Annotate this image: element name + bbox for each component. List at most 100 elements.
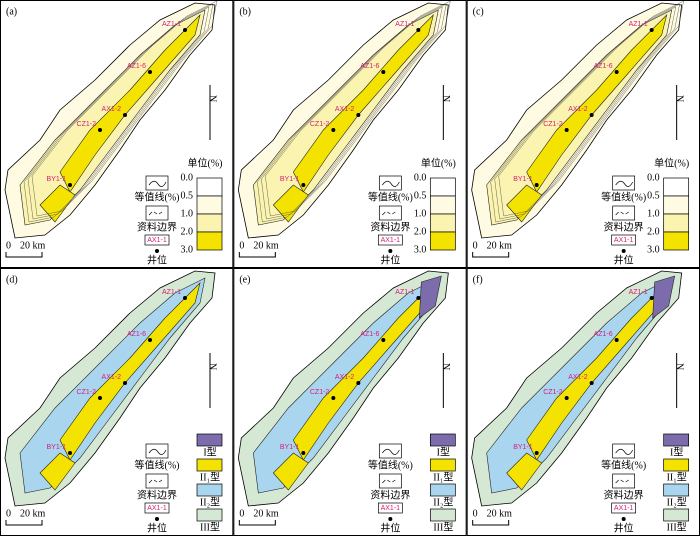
well-dot (356, 113, 361, 117)
scale-zero: 0 (473, 240, 478, 251)
well-label: AZ1-1 (162, 21, 181, 28)
legend-text: 等值线(%) (368, 458, 413, 471)
zone (59, 14, 201, 193)
panel-label: (d) (6, 274, 18, 285)
well-label: BY1-1 (280, 176, 300, 183)
legend-text: II₂型 (433, 495, 453, 508)
well-label: CZ1-2 (543, 389, 563, 396)
legend-text: II₂型 (667, 495, 687, 508)
legend-icon (155, 249, 159, 253)
legend-text: II₁型 (667, 470, 687, 483)
legend-text: II₁型 (200, 470, 220, 483)
well-label: AZ1-6 (360, 63, 379, 70)
contour-line (498, 0, 684, 217)
scale-zero: 0 (6, 508, 11, 519)
legend-icon (148, 479, 163, 484)
legend-text: I型 (437, 445, 450, 458)
legend-text: 资料边界 (370, 488, 410, 501)
legend-text: 资料边界 (604, 488, 644, 501)
legend-icon (615, 180, 633, 187)
well-dot (68, 183, 72, 187)
legend-text: AX1-1 (381, 505, 401, 512)
legend-text: 等值线(%) (601, 190, 646, 203)
zone (39, 184, 76, 223)
legend-icon (388, 249, 393, 253)
contour-line (265, 0, 451, 217)
legend-icon (144, 502, 170, 514)
well-label: AX1-2 (102, 106, 122, 113)
well-label: CZ1-2 (310, 121, 330, 128)
scale-length: 20 km (253, 240, 278, 251)
legend-icon (611, 234, 637, 246)
north-label: N (440, 363, 451, 370)
scale-bar (472, 520, 510, 526)
map-panel: (a) AZ1-1 AZ1-6 AX1-2 CZ1-2 BY1-1 N 0 20 km 等值线(%… (0, 0, 234, 268)
legend-text: 资料边界 (370, 220, 410, 233)
well-dot (68, 451, 72, 455)
legend-text: 资料边界 (137, 220, 177, 233)
legend-swatch (196, 195, 223, 215)
legend-text: 井位 (147, 253, 167, 266)
well-dot (564, 396, 569, 400)
well-label: AZ1-1 (162, 289, 181, 296)
well-label: AZ1-1 (629, 21, 648, 28)
well-dot (183, 28, 187, 32)
legend-swatch (663, 508, 690, 522)
well-dot (614, 338, 619, 342)
panel-label: (f) (473, 274, 483, 285)
legend-swatch (663, 483, 690, 497)
well-dot (649, 28, 654, 32)
contour-line (494, 3, 680, 220)
legend-swatch (663, 231, 690, 251)
legend-swatch (196, 458, 223, 472)
well-dot (649, 296, 654, 300)
well-dot (183, 296, 187, 300)
legend-title: 单位(%) (654, 156, 689, 169)
well-label: AX1-2 (335, 374, 355, 381)
scale-bar (472, 252, 510, 258)
north-label: N (207, 95, 218, 102)
zone (526, 14, 668, 193)
zone (506, 452, 543, 491)
legend-text: 0.5 (181, 190, 194, 201)
legend-text: 等值线(%) (368, 190, 413, 203)
legend-swatch (429, 508, 456, 522)
well-label: CZ1-2 (310, 389, 330, 396)
well-dot (381, 338, 386, 342)
well-label: CZ1-2 (543, 121, 563, 128)
well-dot (534, 183, 539, 187)
legend-icon (612, 473, 636, 489)
map-panel: (b) AZ1-1 AZ1-6 AX1-2 CZ1-2 BY1-1 N 0 20 km 等值线(%… (233, 0, 467, 268)
well-dot (416, 296, 421, 300)
well-dot (98, 128, 102, 132)
scale-bar (238, 252, 276, 258)
legend-icon (145, 205, 169, 221)
well-dot (331, 128, 336, 132)
well-dot (589, 381, 594, 385)
legend-icon (144, 234, 170, 246)
well-dot (301, 183, 306, 187)
well-dot (564, 128, 569, 132)
legend-swatch (429, 458, 456, 472)
legend-text: 3.0 (414, 244, 427, 255)
legend-text: 0.0 (647, 172, 660, 183)
legend-icon (382, 211, 396, 216)
legend-text: 等值线(%) (135, 458, 180, 471)
panel-label: (b) (239, 6, 251, 17)
well-label: AZ1-6 (127, 63, 146, 70)
legend-text: AX1-1 (147, 505, 167, 512)
legend-icon (377, 502, 403, 514)
legend-icon (388, 517, 393, 521)
legend-text: II₁型 (433, 470, 453, 483)
legend-text: 1.0 (647, 208, 660, 219)
legend-swatch (196, 483, 223, 497)
north-label: N (440, 95, 451, 102)
map-panel: (e) AZ1-1 AZ1-6 AX1-2 CZ1-2 BY1-1 N 0 20 km 等值线(%… (233, 268, 467, 536)
legend-text: 井位 (380, 521, 400, 534)
legend-text: III型 (200, 520, 220, 533)
well-label: AZ1-1 (629, 289, 648, 296)
map-panel: (d) AZ1-1 AZ1-6 AX1-2 CZ1-2 BY1-1 N 0 20 km 等值线(%… (0, 268, 234, 536)
legend-swatch (196, 433, 223, 447)
legend-icon (155, 517, 159, 521)
well-dot (589, 113, 594, 117)
